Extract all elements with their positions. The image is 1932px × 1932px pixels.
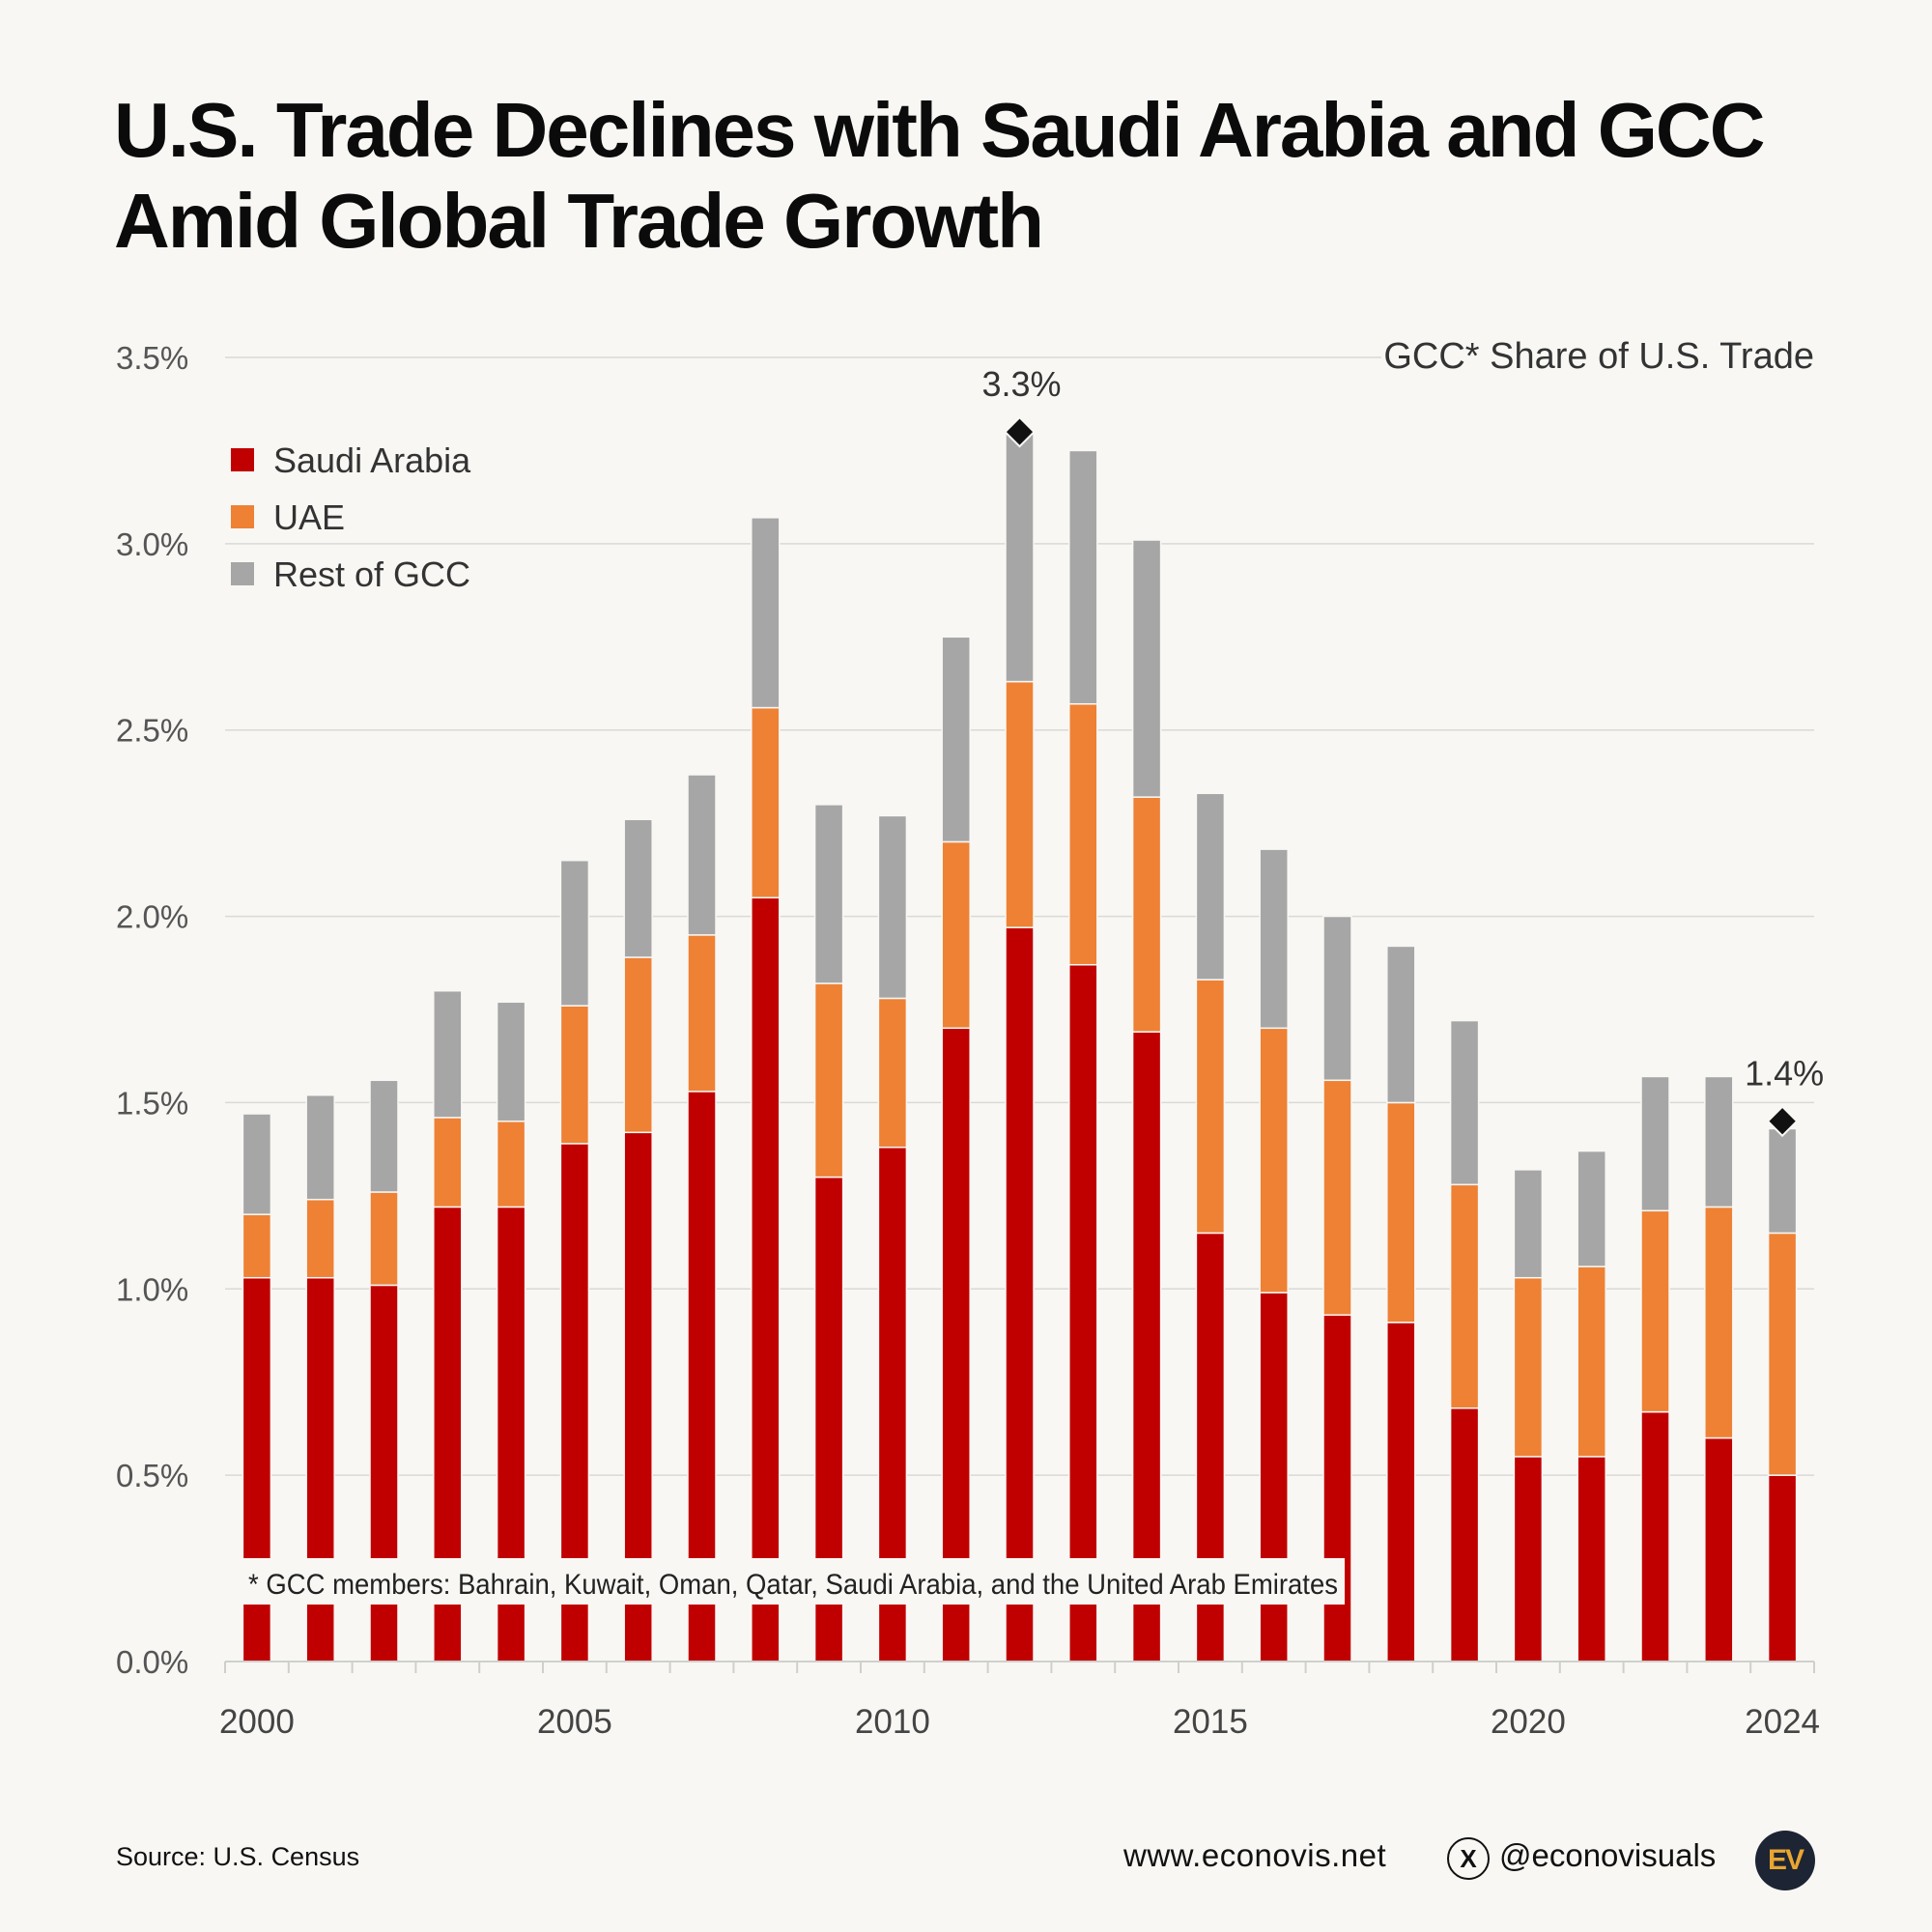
bar-segment [1513,1276,1544,1458]
x-tick-label: 2010 [855,1703,930,1741]
bar-segment [242,1213,272,1279]
bar-segment [1195,792,1226,980]
bar-segment [1449,1406,1480,1662]
bar-segment [1322,915,1352,1082]
title-line-2: Amid Global Trade Growth [114,178,1044,264]
bar-segment [1386,1101,1416,1323]
bar-segment [1513,1456,1544,1662]
bar-segment [1005,431,1035,683]
bar-segment [1449,1183,1480,1409]
x-tick-label: 2024 [1745,1703,1820,1741]
bar-segment [305,1198,335,1279]
bar-segment [369,1191,399,1287]
y-tick-label: 1.0% [116,1271,188,1307]
title-line-1: U.S. Trade Declines with Saudi Arabia an… [114,87,1765,173]
y-tick-label: 3.0% [116,526,188,562]
legend-label: Saudi Arabia [273,440,471,480]
econovis-logo: EV [1755,1831,1815,1890]
legend-swatch [231,562,254,585]
annotation-label: 1.4% [1745,1054,1824,1094]
bar-segment [242,1113,272,1215]
bar-segment [1068,702,1098,966]
bar-segment [559,859,590,1007]
bar-segment [1704,1436,1734,1662]
bar-segment [1767,1127,1798,1235]
x-tick-label: 2020 [1491,1703,1566,1741]
bar-segment [369,1079,399,1193]
y-tick-label: 0.5% [116,1458,188,1493]
bar-segment [1640,1410,1670,1662]
x-tick-label: 2015 [1173,1703,1248,1741]
bar-segment [623,818,653,958]
bar-segment [813,804,844,984]
bar-segment [1068,963,1098,1662]
bar-segment [751,706,781,899]
bar-segment [1322,1079,1352,1317]
bar-segment [877,814,908,1000]
legend-swatch [231,448,254,471]
annotation-marker [1766,1105,1799,1138]
chart-title: U.S. Trade Declines with Saudi Arabia an… [114,85,1765,267]
y-tick-label: 2.0% [116,899,188,935]
gcc-footnote: * GCC members: Bahrain, Kuwait, Oman, Qa… [248,1569,1338,1601]
bar-segment [433,989,463,1119]
y-tick-label: 1.5% [116,1085,188,1121]
bar-segment [941,636,971,843]
bar-segment [1577,1150,1606,1267]
bar-segment [751,517,781,709]
bar-segment [1386,945,1416,1104]
bar-segment [1386,1321,1416,1662]
bar-segment [1195,979,1226,1235]
bar-segment [433,1117,463,1208]
bar-segment [1640,1075,1670,1212]
bar-segment [623,956,653,1134]
bar-segment [687,774,717,936]
bar-segment [1513,1169,1544,1279]
y-tick-label: 2.5% [116,713,188,749]
bar-segment [1704,1075,1734,1208]
y-tick-label: 0.0% [116,1644,188,1680]
bar-segment [941,840,971,1030]
bar-segment [1704,1206,1734,1439]
footnote-background [242,1558,1345,1605]
bar-segment [496,1001,526,1122]
legend-label: UAE [273,497,345,537]
bar-segment [813,982,844,1179]
bar-segment [1259,1292,1289,1662]
bar-segment [1068,449,1098,705]
bar-segment [687,934,717,1093]
legend-label: Rest of GCC [273,554,470,594]
bar-segment [1322,1314,1352,1662]
bar-segment [1577,1265,1606,1458]
bar-segment [1131,539,1162,798]
bar-segment [1449,1019,1480,1186]
bar-segment [559,1005,590,1145]
bar-segment [1767,1474,1798,1662]
bar-segment [1640,1209,1670,1413]
bar-segment [1577,1456,1606,1662]
bar-segment [1259,1027,1289,1293]
bar-segment [751,896,781,1662]
bar-segment [305,1094,335,1201]
chart-subtitle: GCC* Share of U.S. Trade [1383,336,1814,377]
bar-segment [877,997,908,1149]
social-handle-link[interactable]: @econovisuals [1499,1837,1717,1873]
annotation-marker [1004,415,1036,448]
bar-segment [496,1120,526,1208]
bar-segment [369,1284,399,1662]
bar-segment [1005,926,1035,1662]
bar-segment [1767,1232,1798,1476]
annotation-label: 3.3% [981,364,1061,404]
website-link[interactable]: www.econovis.net [1123,1837,1387,1873]
bar-segment [1005,680,1035,928]
x-tick-label: 2000 [219,1703,295,1741]
source-text: Source: U.S. Census [116,1842,360,1871]
x-logo-icon[interactable]: X [1447,1837,1490,1880]
bar-segment [1131,796,1162,1033]
y-tick-label: 3.5% [116,340,188,376]
legend-swatch [231,505,254,528]
bar-segment [1259,848,1289,1030]
x-tick-label: 2005 [537,1703,612,1741]
